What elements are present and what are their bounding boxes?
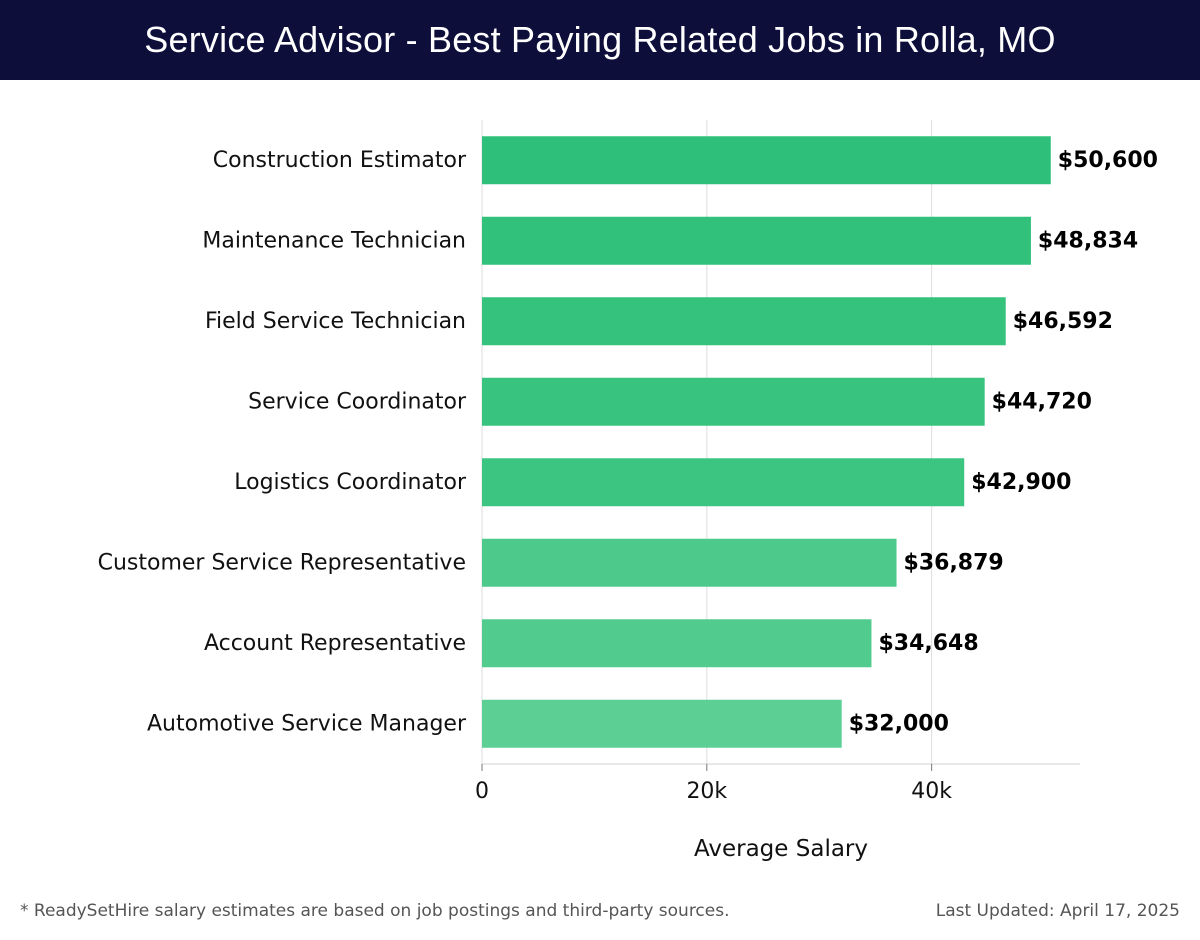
salary-bar-chart: Construction Estimator $50,600 Maintenance… xyxy=(98,120,1158,862)
data-label: $48,834 xyxy=(1038,228,1138,253)
x-tick-label: 40k xyxy=(911,779,952,804)
footnote: * ReadySetHire salary estimates are base… xyxy=(20,901,730,921)
category-label: Construction Estimator xyxy=(213,148,467,173)
category-label: Service Coordinator xyxy=(248,389,467,414)
x-axis-label: Average Salary xyxy=(694,836,868,862)
data-label: $44,720 xyxy=(992,389,1092,414)
bar xyxy=(482,619,872,668)
data-label: $42,900 xyxy=(971,470,1071,495)
data-label: $32,000 xyxy=(849,711,949,736)
bar xyxy=(482,458,965,507)
category-label: Customer Service Representative xyxy=(98,550,466,575)
category-label: Maintenance Technician xyxy=(202,228,466,253)
category-label: Field Service Technician xyxy=(205,309,466,334)
category-label: Automotive Service Manager xyxy=(147,711,467,736)
last-updated: Last Updated: April 17, 2025 xyxy=(935,901,1180,921)
bar xyxy=(482,699,842,748)
data-label: $50,600 xyxy=(1058,148,1158,173)
page-title: Service Advisor - Best Paying Related Jo… xyxy=(144,19,1056,60)
bar xyxy=(482,297,1006,346)
data-label: $34,648 xyxy=(878,631,978,656)
header-bar: Service Advisor - Best Paying Related Jo… xyxy=(0,0,1200,80)
bar xyxy=(482,538,897,587)
category-label: Account Representative xyxy=(204,631,466,656)
bar xyxy=(482,216,1031,265)
category-label: Logistics Coordinator xyxy=(234,470,467,495)
x-tick-label: 0 xyxy=(475,779,489,804)
data-label: $36,879 xyxy=(904,550,1004,575)
bar xyxy=(482,136,1051,185)
bar xyxy=(482,377,985,426)
data-label: $46,592 xyxy=(1013,309,1113,334)
x-tick-label: 20k xyxy=(686,779,727,804)
